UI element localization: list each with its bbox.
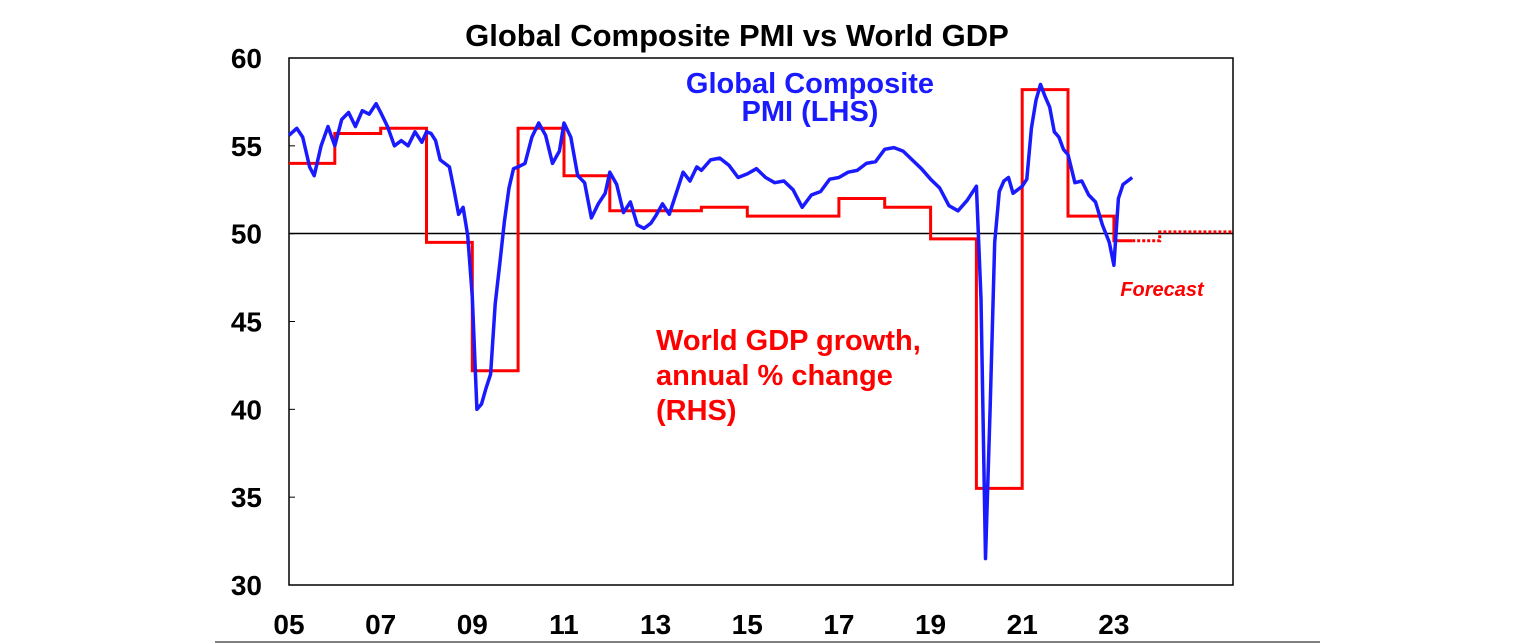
y-tick-label: 30 (231, 570, 262, 601)
y-tick-label: 45 (231, 307, 262, 338)
y-tick-label: 35 (231, 482, 262, 513)
x-tick-label: 17 (823, 609, 854, 640)
y-tick-label: 40 (231, 394, 262, 425)
pmi-series-line (287, 82, 1134, 561)
x-tick-label: 13 (640, 609, 671, 640)
gdp-series-line (289, 88, 1133, 490)
y-tick-label: 60 (231, 43, 262, 74)
pmi-label-line1: Global Composite (686, 68, 934, 100)
gdp-label-line2: annual % change (656, 360, 893, 392)
chart-title: Global Composite PMI vs World GDP (465, 18, 1009, 53)
pmi-label-line2: PMI (LHS) (742, 96, 879, 128)
x-tick-label: 07 (365, 609, 396, 640)
gdp-forecast-line (1132, 230, 1233, 243)
x-tick-label: 19 (915, 609, 946, 640)
y-tick-label: 50 (231, 219, 262, 250)
gdp-label-line3: (RHS) (656, 395, 737, 427)
x-tick-label: 21 (1007, 609, 1038, 640)
gdp-label-line1: World GDP growth, (656, 325, 921, 357)
y-tick-label: 55 (231, 131, 262, 162)
x-axis-ticks: 05 07 09 11 13 15 17 19 21 23 (273, 609, 1129, 640)
x-tick-label: 11 (549, 609, 579, 640)
forecast-label: Forecast (1120, 279, 1205, 301)
x-tick-label: 23 (1098, 609, 1129, 640)
x-tick-label: 15 (732, 609, 763, 640)
y-axis-ticks: 60 55 50 45 40 35 30 (231, 43, 295, 601)
x-tick-label: 05 (273, 609, 304, 640)
x-tick-label: 09 (457, 609, 488, 640)
plot-frame (288, 57, 1234, 586)
